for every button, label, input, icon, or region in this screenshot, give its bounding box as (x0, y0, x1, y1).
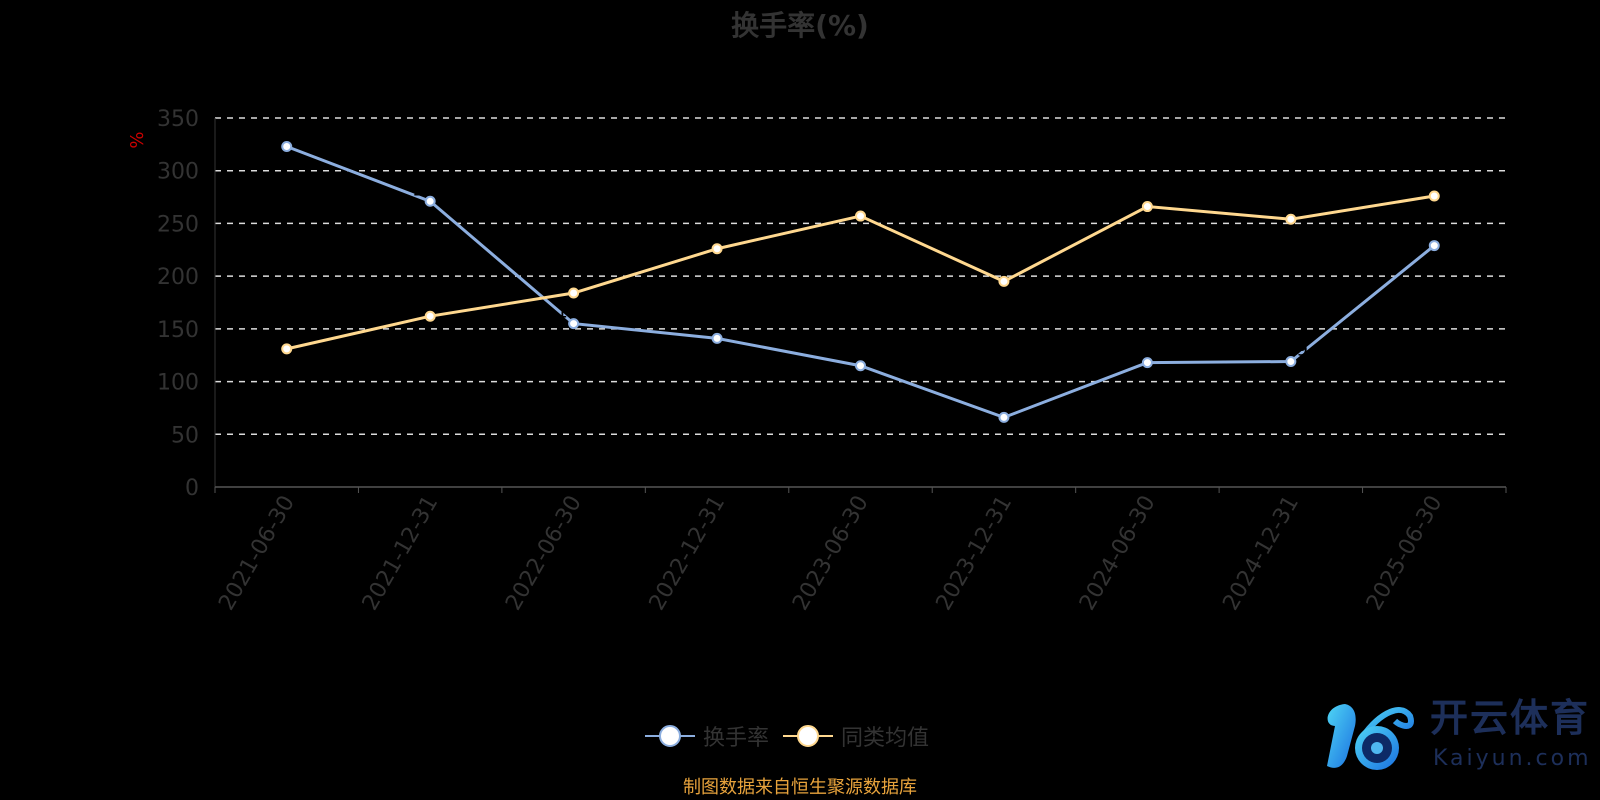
data-label: 118 (1130, 341, 1164, 362)
data-point (281, 140, 293, 152)
data-label: 229 (1417, 224, 1451, 245)
data-point (1285, 356, 1297, 368)
y-tick-label: 50 (171, 423, 199, 448)
y-tick-label: 350 (157, 107, 199, 132)
legend-item-turnover[interactable]: 换手率 (645, 720, 769, 752)
x-tick-label: 2024-06-30 (1075, 492, 1161, 615)
data-point (1141, 201, 1153, 213)
data-point (998, 275, 1010, 287)
data-point (855, 360, 866, 372)
x-tick-label: 2025-06-30 (1362, 492, 1448, 615)
data-point (1428, 240, 1440, 252)
x-tick-label: 2021-06-30 (214, 492, 300, 615)
legend-label: 换手率 (703, 726, 770, 751)
data-label: 115 (843, 344, 877, 365)
data-point (711, 332, 723, 344)
data-label: 155 (556, 302, 590, 323)
chart-title: 换手率(%) (731, 9, 869, 42)
data-point (568, 287, 580, 299)
x-tick-label: 2023-06-30 (788, 492, 874, 615)
data-point (424, 195, 436, 207)
y-axis-unit: % (127, 131, 148, 148)
kaiyun-logo-icon (1327, 704, 1414, 770)
x-tick-label: 2021-12-31 (358, 491, 444, 614)
watermark-cn: 开云体育 (1430, 696, 1591, 740)
data-source-note: 制图数据来自恒生聚源数据库 (683, 777, 917, 798)
data-label: 141 (700, 316, 734, 337)
data-point (281, 343, 293, 355)
x-tick-label: 2022-12-31 (645, 492, 731, 615)
data-point (424, 310, 436, 322)
data-point (1285, 213, 1297, 225)
data-point (711, 243, 723, 255)
legend: 换手率 同类均值 (645, 720, 929, 752)
data-label: 271 (413, 179, 447, 200)
y-tick-label: 0 (185, 476, 199, 501)
watermark-logo: 开云体育 Kaiyun.com (1315, 696, 1600, 796)
data-label: 119 (1274, 340, 1308, 361)
data-point (855, 210, 866, 222)
y-tick-label: 200 (157, 265, 199, 290)
data-point (568, 318, 580, 330)
data-point (1141, 357, 1153, 369)
legend-marker-icon (783, 725, 834, 747)
series-line-0 (286, 145, 1436, 420)
data-point (998, 411, 1010, 423)
watermark-en: Kaiyun.com (1433, 746, 1592, 771)
x-tick-label: 2024-12-31 (1218, 492, 1304, 615)
x-tick-label: 2023-12-31 (932, 492, 1018, 615)
y-tick-label: 300 (157, 160, 199, 185)
x-tick-label: 2022-06-30 (501, 492, 587, 615)
legend-label: 同类均值 (841, 726, 930, 751)
y-tick-label: 100 (157, 371, 199, 396)
data-point (1428, 190, 1440, 202)
data-label: 323 (270, 124, 304, 145)
y-tick-label: 150 (157, 318, 199, 343)
data-label: 66 (992, 395, 1015, 416)
y-tick-label: 250 (157, 212, 199, 237)
legend-marker-icon (645, 725, 695, 747)
legend-item-peer-average[interactable]: 同类均值 (783, 720, 929, 752)
